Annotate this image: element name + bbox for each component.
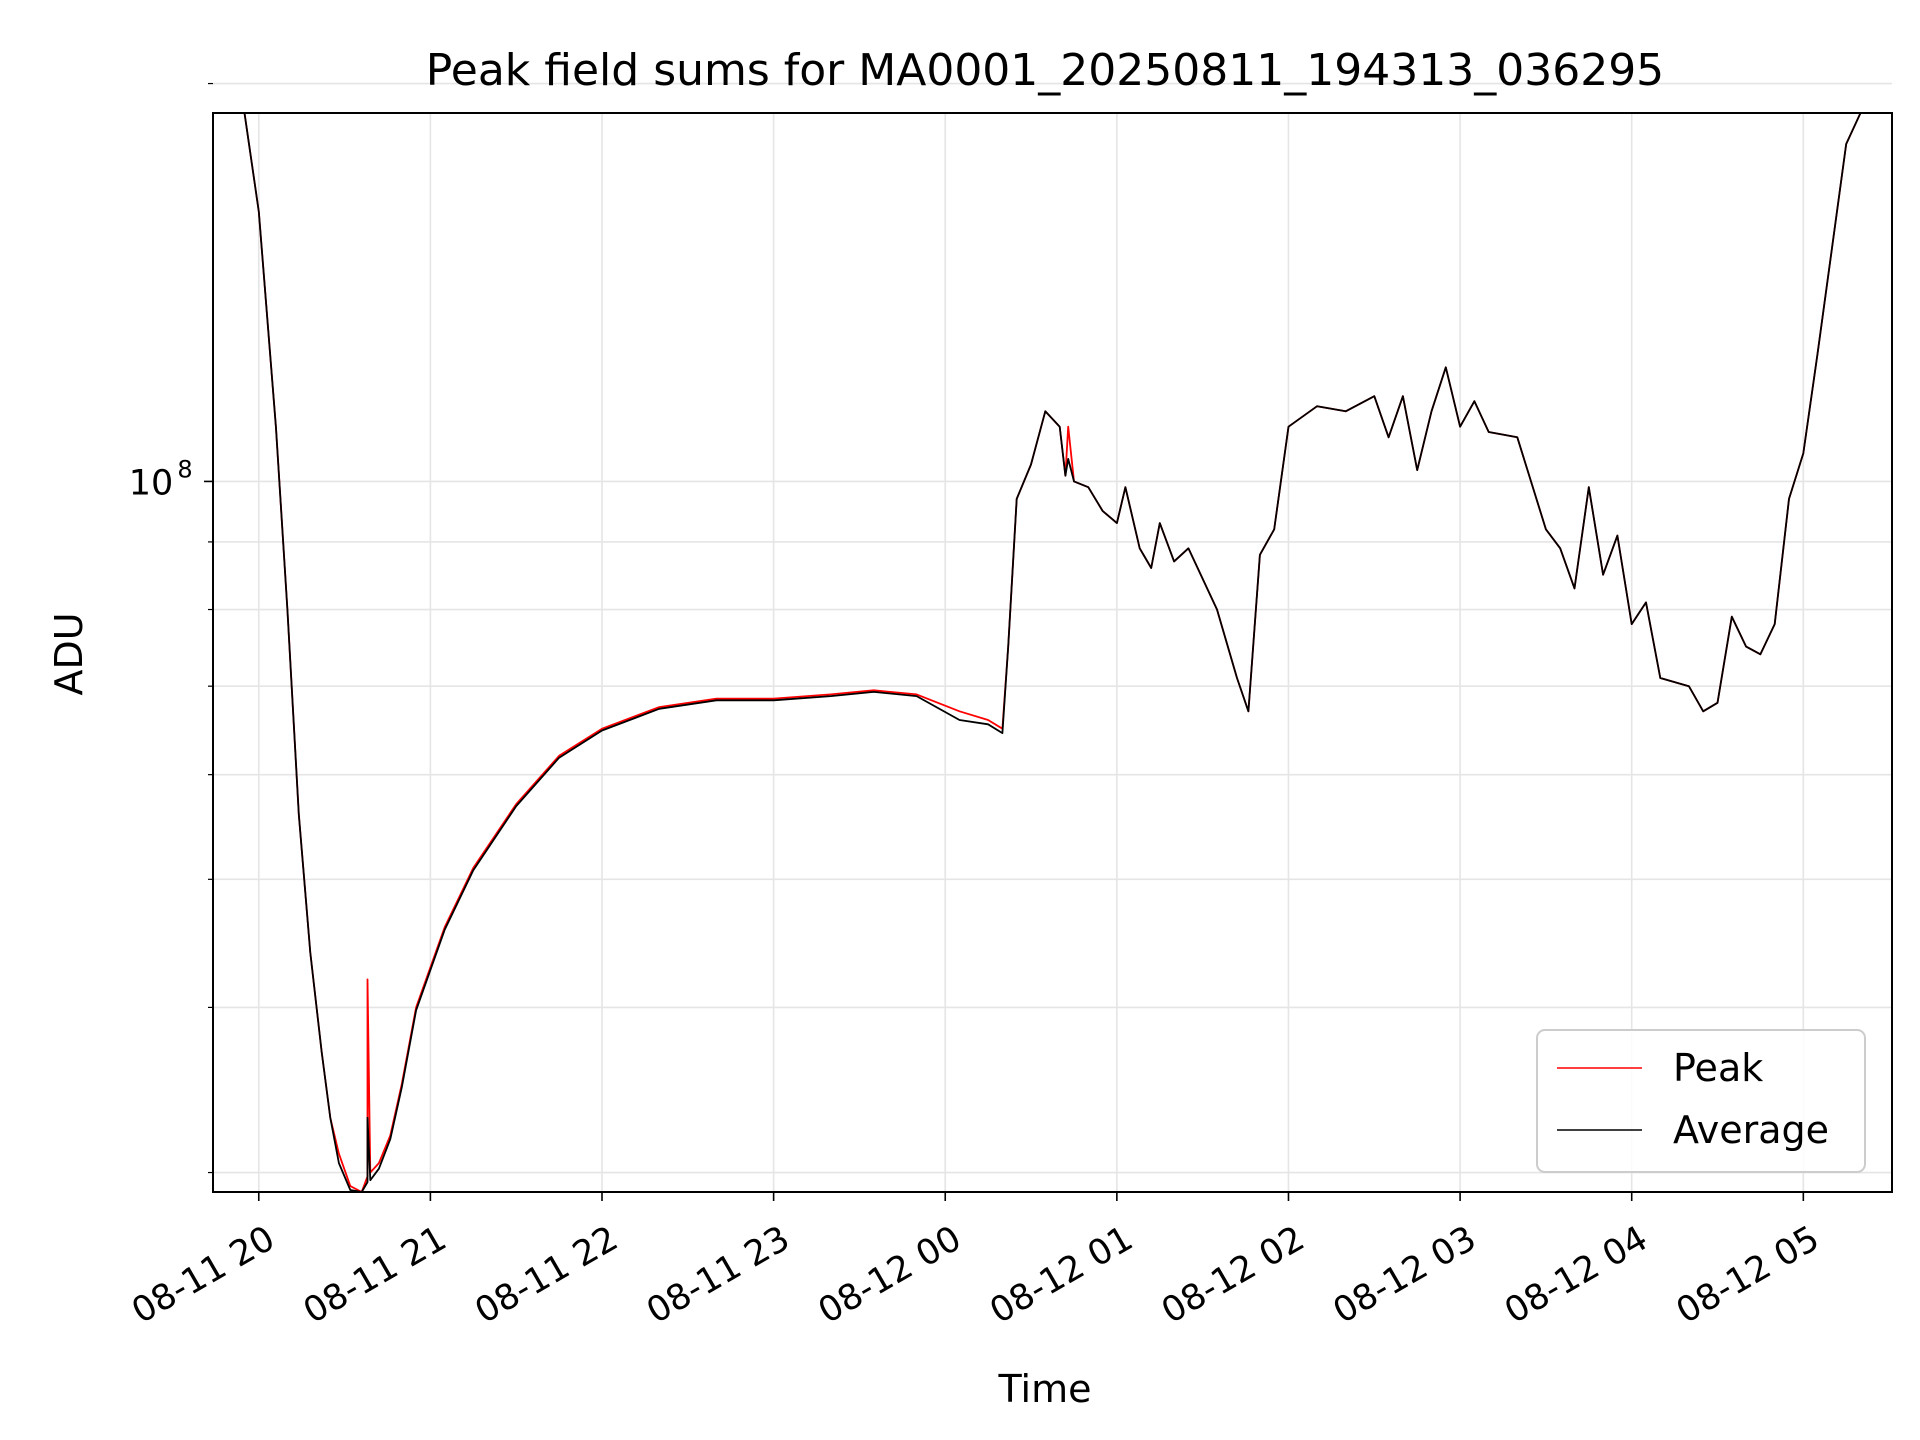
legend-box	[1536, 1029, 1866, 1173]
series-line-average	[213, 112, 1892, 1193]
y-axis-label: ADU	[47, 612, 91, 695]
y-tick-label: 10	[129, 463, 174, 503]
legend-label-peak: Peak	[1673, 1046, 1763, 1090]
x-axis-label: Time	[998, 1367, 1092, 1411]
plot-area-frame	[212, 112, 1893, 1193]
y-tick-label-exponent: 8	[177, 455, 192, 483]
legend: Peak Average	[1536, 1029, 1866, 1173]
chart-title: Peak field sums for MA0001_20250811_1943…	[426, 45, 1664, 96]
series-layer	[213, 112, 1892, 1193]
legend-label-average: Average	[1673, 1108, 1829, 1152]
